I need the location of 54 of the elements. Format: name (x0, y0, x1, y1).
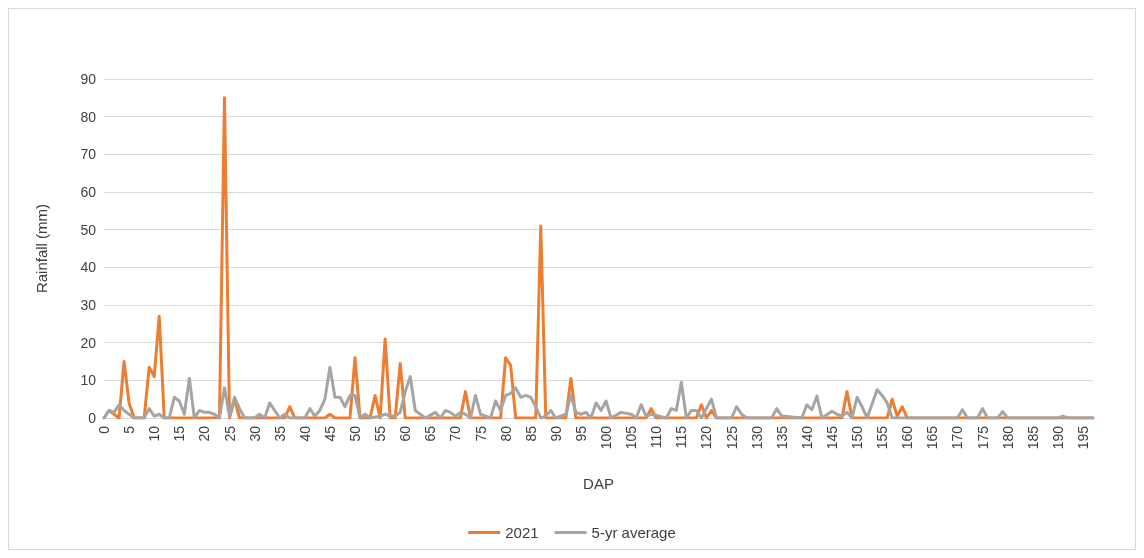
x-tick-label: 45 (321, 425, 338, 442)
x-tick-label: 80 (497, 425, 514, 442)
legend-label: 2021 (505, 524, 539, 541)
x-tick-label: 40 (296, 425, 313, 442)
x-tick-label: 135 (773, 425, 790, 450)
x-tick-label: 55 (372, 425, 389, 442)
line-series (102, 365, 1095, 420)
x-tick-label: 10 (146, 425, 163, 442)
x-tick-label: 140 (798, 425, 815, 450)
x-tick-label: 155 (874, 425, 891, 450)
x-tick-label: 105 (623, 425, 640, 450)
x-tick-label: 165 (924, 425, 941, 450)
y-tick-label: 50 (80, 221, 97, 238)
x-axis-title: DAP (583, 475, 614, 492)
x-tick-label: 35 (271, 425, 288, 442)
y-tick-label: 90 (80, 71, 97, 87)
x-tick-label: 25 (221, 425, 238, 442)
y-axis-title: Rainfall (mm) (33, 203, 50, 294)
x-tick-label: 5 (121, 425, 138, 434)
x-tick-label: 145 (823, 425, 840, 450)
x-tick-label: 75 (472, 425, 489, 442)
x-tick-label: 90 (547, 425, 564, 442)
x-tick-label: 85 (522, 425, 539, 442)
x-tick-label: 60 (397, 425, 414, 442)
x-tick-label: 160 (899, 425, 916, 450)
x-tick-label: 170 (949, 425, 966, 450)
x-tick-label: 125 (723, 425, 740, 450)
y-tick-label: 30 (80, 297, 97, 313)
x-tick-label: 30 (246, 425, 263, 442)
x-tick-label: 20 (196, 425, 213, 442)
x-tick-label: 100 (598, 425, 615, 450)
x-tick-label: 65 (422, 425, 439, 442)
x-tick-label: 185 (1024, 425, 1041, 450)
x-tick-label: 50 (347, 425, 364, 442)
x-tick-label: 120 (698, 425, 715, 450)
y-tick-label: 20 (80, 334, 97, 351)
x-tick-label: 0 (96, 425, 112, 434)
y-tick-label: 10 (80, 372, 97, 389)
x-tick-label: 130 (748, 425, 765, 450)
legend-label: 5-yr average (591, 524, 676, 541)
y-tick-label: 80 (80, 108, 97, 125)
x-tick-label: 150 (849, 425, 866, 450)
x-tick-label: 180 (999, 425, 1016, 450)
x-tick-label: 195 (1074, 425, 1091, 450)
x-tick-label: 110 (648, 425, 665, 449)
y-tick-label: 60 (80, 184, 97, 200)
x-tick-label: 190 (1049, 425, 1066, 450)
x-tick-label: 15 (171, 425, 188, 442)
x-tick-label: 115 (673, 425, 690, 449)
x-tick-label: 175 (974, 425, 991, 450)
y-tick-label: 70 (80, 146, 97, 163)
x-tick-label: 95 (572, 425, 589, 442)
x-tick-label: 70 (447, 425, 464, 442)
y-tick-label: 40 (80, 259, 97, 276)
